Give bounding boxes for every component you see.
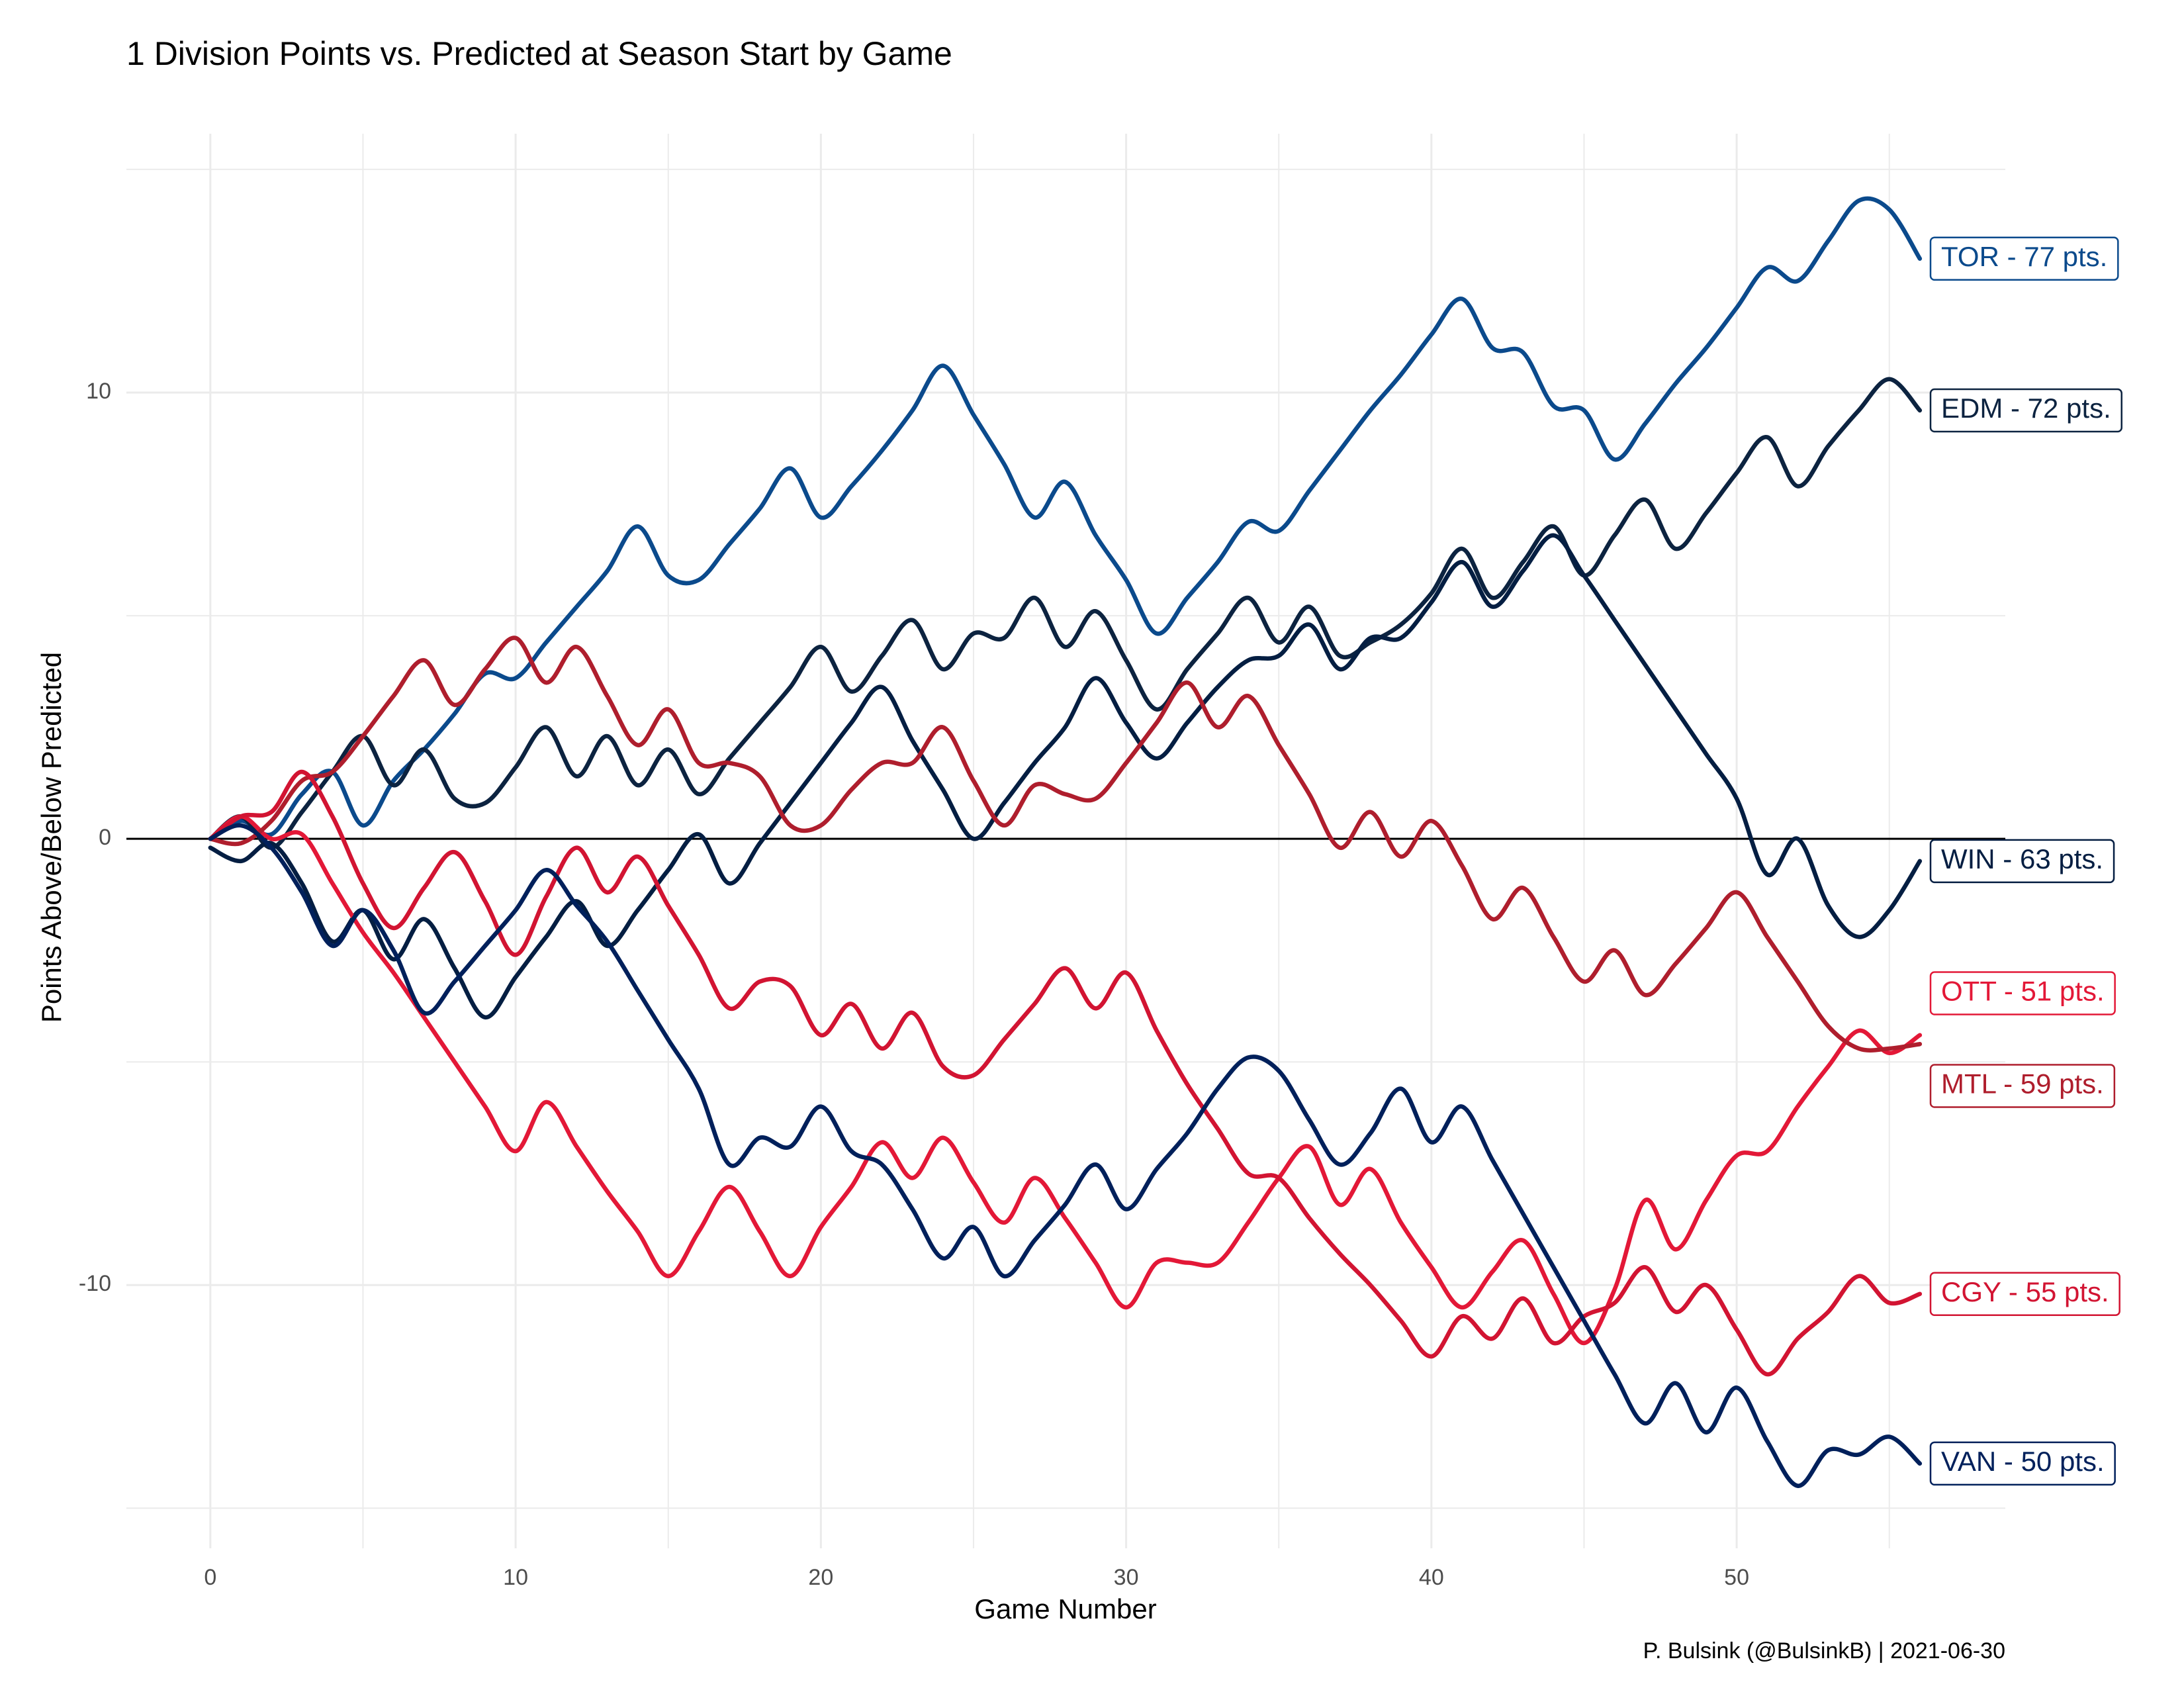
end-label-text: TOR - 77 pts. bbox=[1941, 241, 2107, 272]
x-tick-label: 10 bbox=[503, 1565, 528, 1590]
end-label-text: EDM - 72 pts. bbox=[1941, 393, 2111, 424]
end-label-text: CGY - 55 pts. bbox=[1941, 1276, 2109, 1307]
x-tick-label: 20 bbox=[808, 1565, 833, 1590]
series-line bbox=[208, 814, 1923, 1346]
end-label: VAN - 50 pts. bbox=[1929, 1441, 2116, 1486]
end-label-box bbox=[1929, 1441, 2116, 1486]
end-label-text: OTT - 51 pts. bbox=[1941, 976, 2105, 1007]
end-label-box bbox=[1929, 971, 2116, 1015]
end-label: TOR - 77 pts. bbox=[1929, 236, 2119, 281]
y-tick-label: 10 bbox=[86, 379, 111, 404]
x-tick-label: 50 bbox=[1724, 1565, 1749, 1590]
y-axis-title: Points Above/Below Predicted bbox=[36, 652, 67, 1023]
series-line bbox=[208, 196, 1923, 841]
series-line bbox=[208, 823, 1923, 1488]
caption: P. Bulsink (@BulsinkB) | 2021-06-30 bbox=[1643, 1638, 2005, 1664]
x-tick-label: 30 bbox=[1114, 1565, 1139, 1590]
end-labels: TOR - 77 pts. EDM - 72 pts. WIN - 63 pts. O… bbox=[1929, 236, 2122, 1486]
series-line bbox=[208, 635, 1923, 1053]
series-line bbox=[208, 533, 1923, 1020]
x-tick-label: 0 bbox=[204, 1565, 216, 1590]
end-label-box bbox=[1929, 1272, 2120, 1316]
y-tick-label: 0 bbox=[99, 825, 111, 850]
end-label: WIN - 63 pts. bbox=[1929, 839, 2115, 884]
x-axis-title: Game Number bbox=[974, 1593, 1156, 1624]
end-label-box bbox=[1929, 1064, 2116, 1108]
end-label-box bbox=[1929, 839, 2115, 884]
end-label-box bbox=[1929, 236, 2119, 281]
chart-title: 1 Division Points vs. Predicted at Seaso… bbox=[126, 35, 952, 72]
end-label: OTT - 51 pts. bbox=[1929, 971, 2116, 1015]
end-label-box bbox=[1929, 388, 2122, 433]
end-label: EDM - 72 pts. bbox=[1929, 388, 2122, 433]
end-label-text: MTL - 59 pts. bbox=[1941, 1068, 2104, 1100]
end-label: MTL - 59 pts. bbox=[1929, 1064, 2116, 1108]
y-tick-label: -10 bbox=[79, 1271, 111, 1296]
series-line bbox=[208, 769, 1923, 1377]
end-label: CGY - 55 pts. bbox=[1929, 1272, 2120, 1316]
series-line bbox=[208, 377, 1923, 850]
lines bbox=[208, 196, 1923, 1488]
end-label-text: VAN - 50 pts. bbox=[1941, 1446, 2105, 1477]
grid bbox=[126, 134, 2005, 1548]
end-label-text: WIN - 63 pts. bbox=[1941, 843, 2103, 874]
x-tick-label: 40 bbox=[1419, 1565, 1444, 1590]
